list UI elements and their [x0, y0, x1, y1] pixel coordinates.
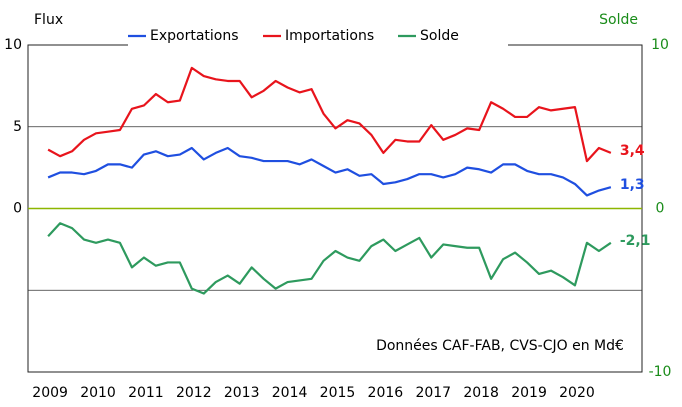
annotation: Données CAF-FAB, CVS-CJO en Md€	[376, 338, 624, 354]
series-line	[47, 66, 612, 163]
x-tick-label: 2017	[415, 385, 451, 401]
end-label: 3,4	[620, 143, 645, 159]
x-tick-label: 2012	[176, 385, 212, 401]
y2-tick-label: 10	[651, 37, 669, 53]
x-tick-label: 2009	[32, 385, 68, 401]
series-line	[47, 146, 612, 197]
y2-axis-label: Solde	[599, 12, 638, 28]
y-tick-label: 0	[13, 201, 22, 217]
y2-tick-label: 0	[656, 201, 665, 217]
x-tick-label: 2013	[224, 385, 260, 401]
x-tick-label: 2016	[368, 385, 404, 401]
legend-label: Exportations	[150, 28, 239, 44]
x-tick-label: 2015	[320, 385, 356, 401]
y-axis-label: Flux	[34, 12, 63, 28]
x-tick-label: 2010	[80, 385, 116, 401]
legend-background	[128, 26, 508, 46]
y-tick-label: 10	[4, 37, 22, 53]
x-tick-label: 2020	[559, 385, 595, 401]
series-line	[47, 222, 612, 295]
legend-label: Importations	[285, 28, 374, 44]
y-tick-label: 5	[13, 119, 22, 135]
end-label: -2,1	[620, 233, 651, 249]
x-tick-label: 2019	[511, 385, 547, 401]
y2-tick-label: -10	[649, 364, 672, 380]
x-tick-label: 2014	[272, 385, 308, 401]
x-tick-label: 2011	[128, 385, 164, 401]
x-tick-label: 2018	[463, 385, 499, 401]
legend-label: Solde	[420, 28, 459, 44]
end-label: 1,3	[620, 177, 645, 193]
